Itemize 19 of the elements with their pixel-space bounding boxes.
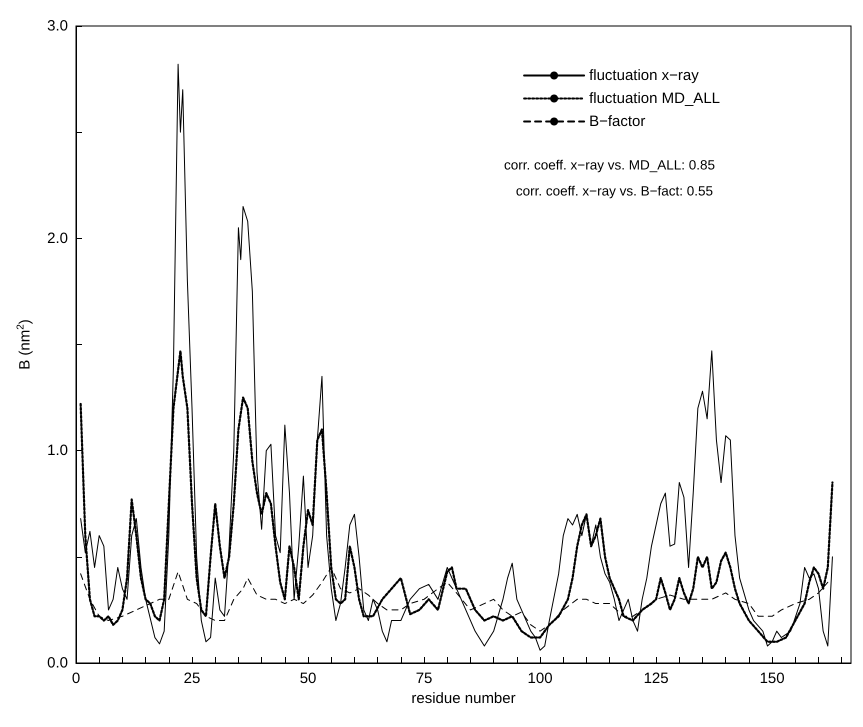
x-tick-label: 150 xyxy=(760,670,785,687)
x-tick-label: 100 xyxy=(528,670,553,687)
x-tick-label: 0 xyxy=(72,670,80,687)
line-series xyxy=(80,64,833,651)
x-tick-label: 25 xyxy=(184,670,200,687)
annotation: corr. coeff. x−ray vs. MD_ALL: 0.85 xyxy=(504,158,716,172)
y-tick-label: 2.0 xyxy=(47,230,68,247)
legend-label: fluctuation x−ray xyxy=(589,67,700,84)
x-axis-title: residue number xyxy=(411,690,516,707)
annotation: corr. coeff. x−ray vs. B−fact: 0.55 xyxy=(516,184,714,198)
x-tick-label: 125 xyxy=(644,670,669,687)
legend-label: B−factor xyxy=(589,113,646,130)
legend-label: fluctuation MD_ALL xyxy=(589,90,720,107)
y-tick-label: 3.0 xyxy=(47,18,68,34)
y-axis-title: B (nm2) xyxy=(16,319,34,370)
y-tick-label: 0.0 xyxy=(47,654,68,672)
x-tick-label: 75 xyxy=(416,670,432,687)
x-tick-label: 50 xyxy=(300,670,316,687)
y-tick-label: 1.0 xyxy=(47,442,68,460)
